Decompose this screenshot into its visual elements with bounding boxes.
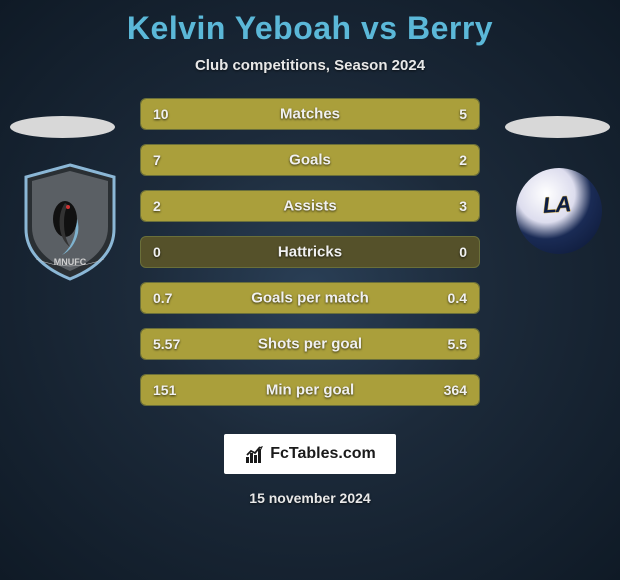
stat-label: Min per goal <box>141 382 479 399</box>
stat-row: Assists2 3 <box>140 190 480 222</box>
club-crest-right: LA <box>516 168 602 254</box>
stat-label: Assists <box>141 198 479 215</box>
stat-row: Shots per goal5.57 5.5 <box>140 328 480 360</box>
stat-label: Shots per goal <box>141 336 479 353</box>
stat-row: Goals7 2 <box>140 144 480 176</box>
stat-value-right: 3 <box>459 198 467 214</box>
svg-text:MNUFC: MNUFC <box>54 257 87 267</box>
brand-text: FcTables.com <box>270 445 376 463</box>
comparison-arena: MNUFC LA Matches105Goals72Assists23Hattr… <box>0 98 620 406</box>
content-root: Kelvin Yeboah vs Berry Club competitions… <box>0 0 620 580</box>
fctables-logo-icon <box>244 443 266 465</box>
stat-value-right: 364 <box>444 382 467 398</box>
stat-row: Matches10 5 <box>140 98 480 130</box>
stat-value-left: 0 <box>153 244 161 260</box>
stat-value-right: 2 <box>459 152 467 168</box>
stat-label: Matches <box>141 106 479 123</box>
stat-value-left: 2 <box>153 198 161 214</box>
stat-label: Hattricks <box>141 244 479 261</box>
stat-label: Goals <box>141 152 479 169</box>
stat-row: Hattricks0 0 <box>140 236 480 268</box>
stat-bars: Matches105Goals72Assists23Hattricks00Goa… <box>140 98 480 406</box>
stat-row: Goals per match0.7 0.4 <box>140 282 480 314</box>
stat-label: Goals per match <box>141 290 479 307</box>
club-crest-left: MNUFC <box>18 163 122 281</box>
stat-value-left: 10 <box>153 106 169 122</box>
as-of-date: 15 november 2024 <box>0 490 620 506</box>
minnesota-united-crest-icon: MNUFC <box>18 163 122 281</box>
brand-badge: FcTables.com <box>224 434 396 474</box>
stat-row: Min per goal151 364 <box>140 374 480 406</box>
stat-value-left: 151 <box>153 382 176 398</box>
player-platform-right <box>505 116 610 138</box>
player-platform-left <box>10 116 115 138</box>
stat-value-right: 0.4 <box>448 290 467 306</box>
page-title: Kelvin Yeboah vs Berry <box>0 0 620 47</box>
stat-value-left: 0.7 <box>153 290 172 306</box>
stat-value-left: 5.57 <box>153 336 180 352</box>
stat-value-right: 5.5 <box>448 336 467 352</box>
stat-value-right: 5 <box>459 106 467 122</box>
stat-value-left: 7 <box>153 152 161 168</box>
la-galaxy-crest-icon: LA <box>542 191 571 219</box>
stat-value-right: 0 <box>459 244 467 260</box>
page-subtitle: Club competitions, Season 2024 <box>0 57 620 74</box>
